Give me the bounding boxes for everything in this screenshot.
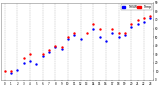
Point (48, 52, 50, 53)
Point (111, 32, 114, 33)
Point (48, 49, 50, 51)
Point (67, 38, 69, 39)
Point (136, 24, 139, 25)
Point (143, 21, 145, 22)
Point (105, 41, 107, 42)
Point (92, 28, 95, 29)
Point (3, 71, 6, 72)
Legend: THSW, Temp: THSW, Temp (121, 4, 152, 10)
Point (60, 47, 63, 48)
Point (149, 15, 152, 16)
Point (54, 45, 56, 46)
Point (73, 35, 76, 36)
Point (98, 36, 101, 38)
Point (29, 60, 31, 62)
Point (10, 72, 12, 74)
Point (41, 55, 44, 57)
Point (54, 47, 56, 48)
Point (10, 71, 12, 72)
Point (67, 36, 69, 38)
Point (35, 64, 37, 65)
Point (124, 35, 126, 36)
Point (92, 24, 95, 25)
Point (98, 28, 101, 29)
Point (79, 38, 82, 39)
Point (130, 26, 132, 27)
Point (86, 32, 88, 33)
Point (136, 19, 139, 21)
Point (22, 58, 25, 59)
Point (117, 32, 120, 33)
Point (16, 69, 19, 70)
Point (60, 48, 63, 50)
Point (29, 54, 31, 55)
Point (111, 28, 114, 29)
Point (130, 24, 132, 25)
Point (149, 18, 152, 19)
Point (41, 54, 44, 55)
Point (73, 32, 76, 33)
Point (22, 62, 25, 63)
Point (143, 18, 145, 19)
Point (117, 36, 120, 38)
Point (124, 32, 126, 33)
